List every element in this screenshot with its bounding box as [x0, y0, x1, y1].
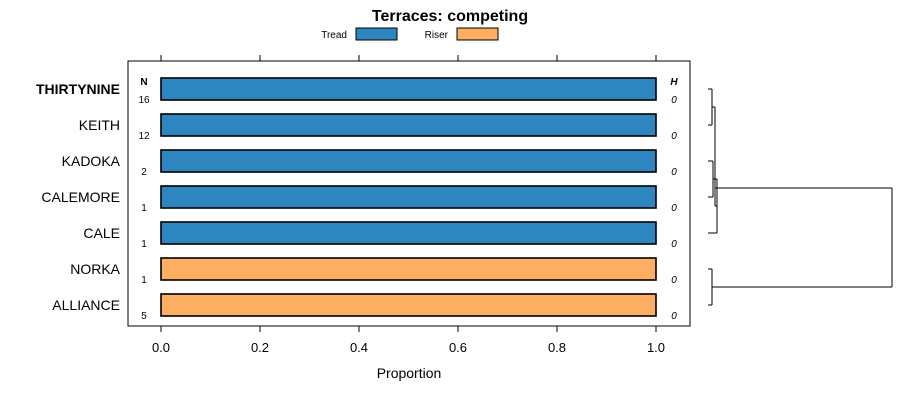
x-tick-label: 0.8 [548, 340, 566, 355]
bar-riser-norka [160, 257, 657, 281]
h-value-thirtynine: 0 [671, 95, 677, 106]
category-label-kadoka: KADOKA [62, 153, 121, 169]
n-value-alliance: 5 [141, 311, 147, 322]
legend-label-riser: Riser [425, 30, 449, 41]
bar-tread-keith [160, 113, 657, 137]
category-label-cale: CALE [83, 225, 120, 241]
n-column-header: N [140, 77, 147, 88]
plot-frame [127, 60, 691, 327]
dendrogram [708, 88, 893, 306]
category-label-calemore: CALEMORE [41, 189, 120, 205]
legend-label-tread: Tread [321, 30, 347, 41]
legend: Tread Riser [321, 27, 499, 41]
h-value-keith: 0 [671, 131, 677, 142]
bar-tread-cale [160, 221, 657, 245]
bar-tread-calemore [160, 185, 657, 209]
legend-swatch-riser [456, 27, 499, 41]
h-value-norka: 0 [671, 275, 677, 286]
h-value-kadoka: 0 [671, 167, 677, 178]
category-label-norka: NORKA [70, 261, 120, 277]
x-tick-label: 1.0 [647, 340, 665, 355]
n-value-norka: 1 [141, 275, 147, 286]
n-value-kadoka: 2 [141, 167, 147, 178]
bar-tread-thirtynine [160, 77, 657, 101]
h-value-alliance: 0 [671, 311, 677, 322]
n-value-keith: 12 [138, 131, 150, 142]
x-tick-label: 0.6 [449, 340, 467, 355]
n-value-cale: 1 [141, 239, 147, 250]
x-tick-label: 0.0 [152, 340, 170, 355]
n-value-thirtynine: 16 [138, 95, 150, 106]
x-tick-label: 0.2 [251, 340, 269, 355]
category-label-alliance: ALLIANCE [52, 297, 120, 313]
category-label-thirtynine: THIRTYNINE [36, 81, 120, 97]
chart-title: Terraces: competing [372, 8, 528, 25]
legend-swatch-tread [355, 27, 398, 41]
h-value-calemore: 0 [671, 203, 677, 214]
x-axis-label: Proportion [377, 365, 442, 381]
h-value-cale: 0 [671, 239, 677, 250]
n-value-calemore: 1 [141, 203, 147, 214]
bar-riser-alliance [160, 293, 657, 317]
bar-tread-kadoka [160, 149, 657, 173]
h-column-header: H [670, 77, 678, 88]
category-label-keith: KEITH [79, 117, 120, 133]
x-tick-label: 0.4 [350, 340, 368, 355]
